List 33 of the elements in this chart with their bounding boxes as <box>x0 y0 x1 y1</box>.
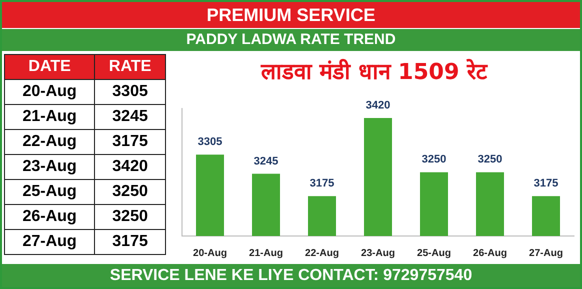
category-label: 26-Aug <box>4 204 95 230</box>
x-tick-label: 25-Aug <box>417 248 451 259</box>
data-label: 3250 <box>94 180 166 204</box>
x-tick-label: 23-Aug <box>361 248 395 259</box>
text: DATE <box>4 54 95 80</box>
text: PREMIUM SERVICE <box>2 2 580 28</box>
text: PADDY LADWA RATE TREND <box>2 29 580 51</box>
chart-title: लाडवा मंडी धान 1509 रेट <box>260 58 488 85</box>
category-label: 20-Aug <box>4 80 95 104</box>
x-tick-label: 22-Aug <box>305 248 339 259</box>
data-label: 3175 <box>94 130 166 154</box>
category-label: 25-Aug <box>4 180 95 204</box>
category-label: 21-Aug <box>4 104 95 130</box>
data-label: 3250 <box>478 154 502 166</box>
category-label: 22-Aug <box>4 130 95 154</box>
x-tick-label: 21-Aug <box>249 248 283 259</box>
text: RATE <box>94 54 166 80</box>
x-tick-label: 27-Aug <box>529 248 563 259</box>
data-label: 3175 <box>310 178 334 190</box>
x-tick-label: 26-Aug <box>473 248 507 259</box>
text: SERVICE LENE KE LIYE CONTACT: 9729757540 <box>2 264 580 287</box>
data-label: 3250 <box>94 204 166 230</box>
data-label: 3420 <box>366 100 390 112</box>
data-label: 3305 <box>94 80 166 104</box>
data-label: 3175 <box>534 178 558 190</box>
x-tick-label: 20-Aug <box>193 248 227 259</box>
data-label: 3305 <box>198 136 222 148</box>
data-label: 3245 <box>254 155 278 168</box>
data-label: 3420 <box>94 154 166 180</box>
data-label: 3250 <box>422 154 446 166</box>
category-label: 23-Aug <box>4 154 95 180</box>
data-label: 3175 <box>94 230 166 254</box>
data-label: 3245 <box>94 104 166 130</box>
